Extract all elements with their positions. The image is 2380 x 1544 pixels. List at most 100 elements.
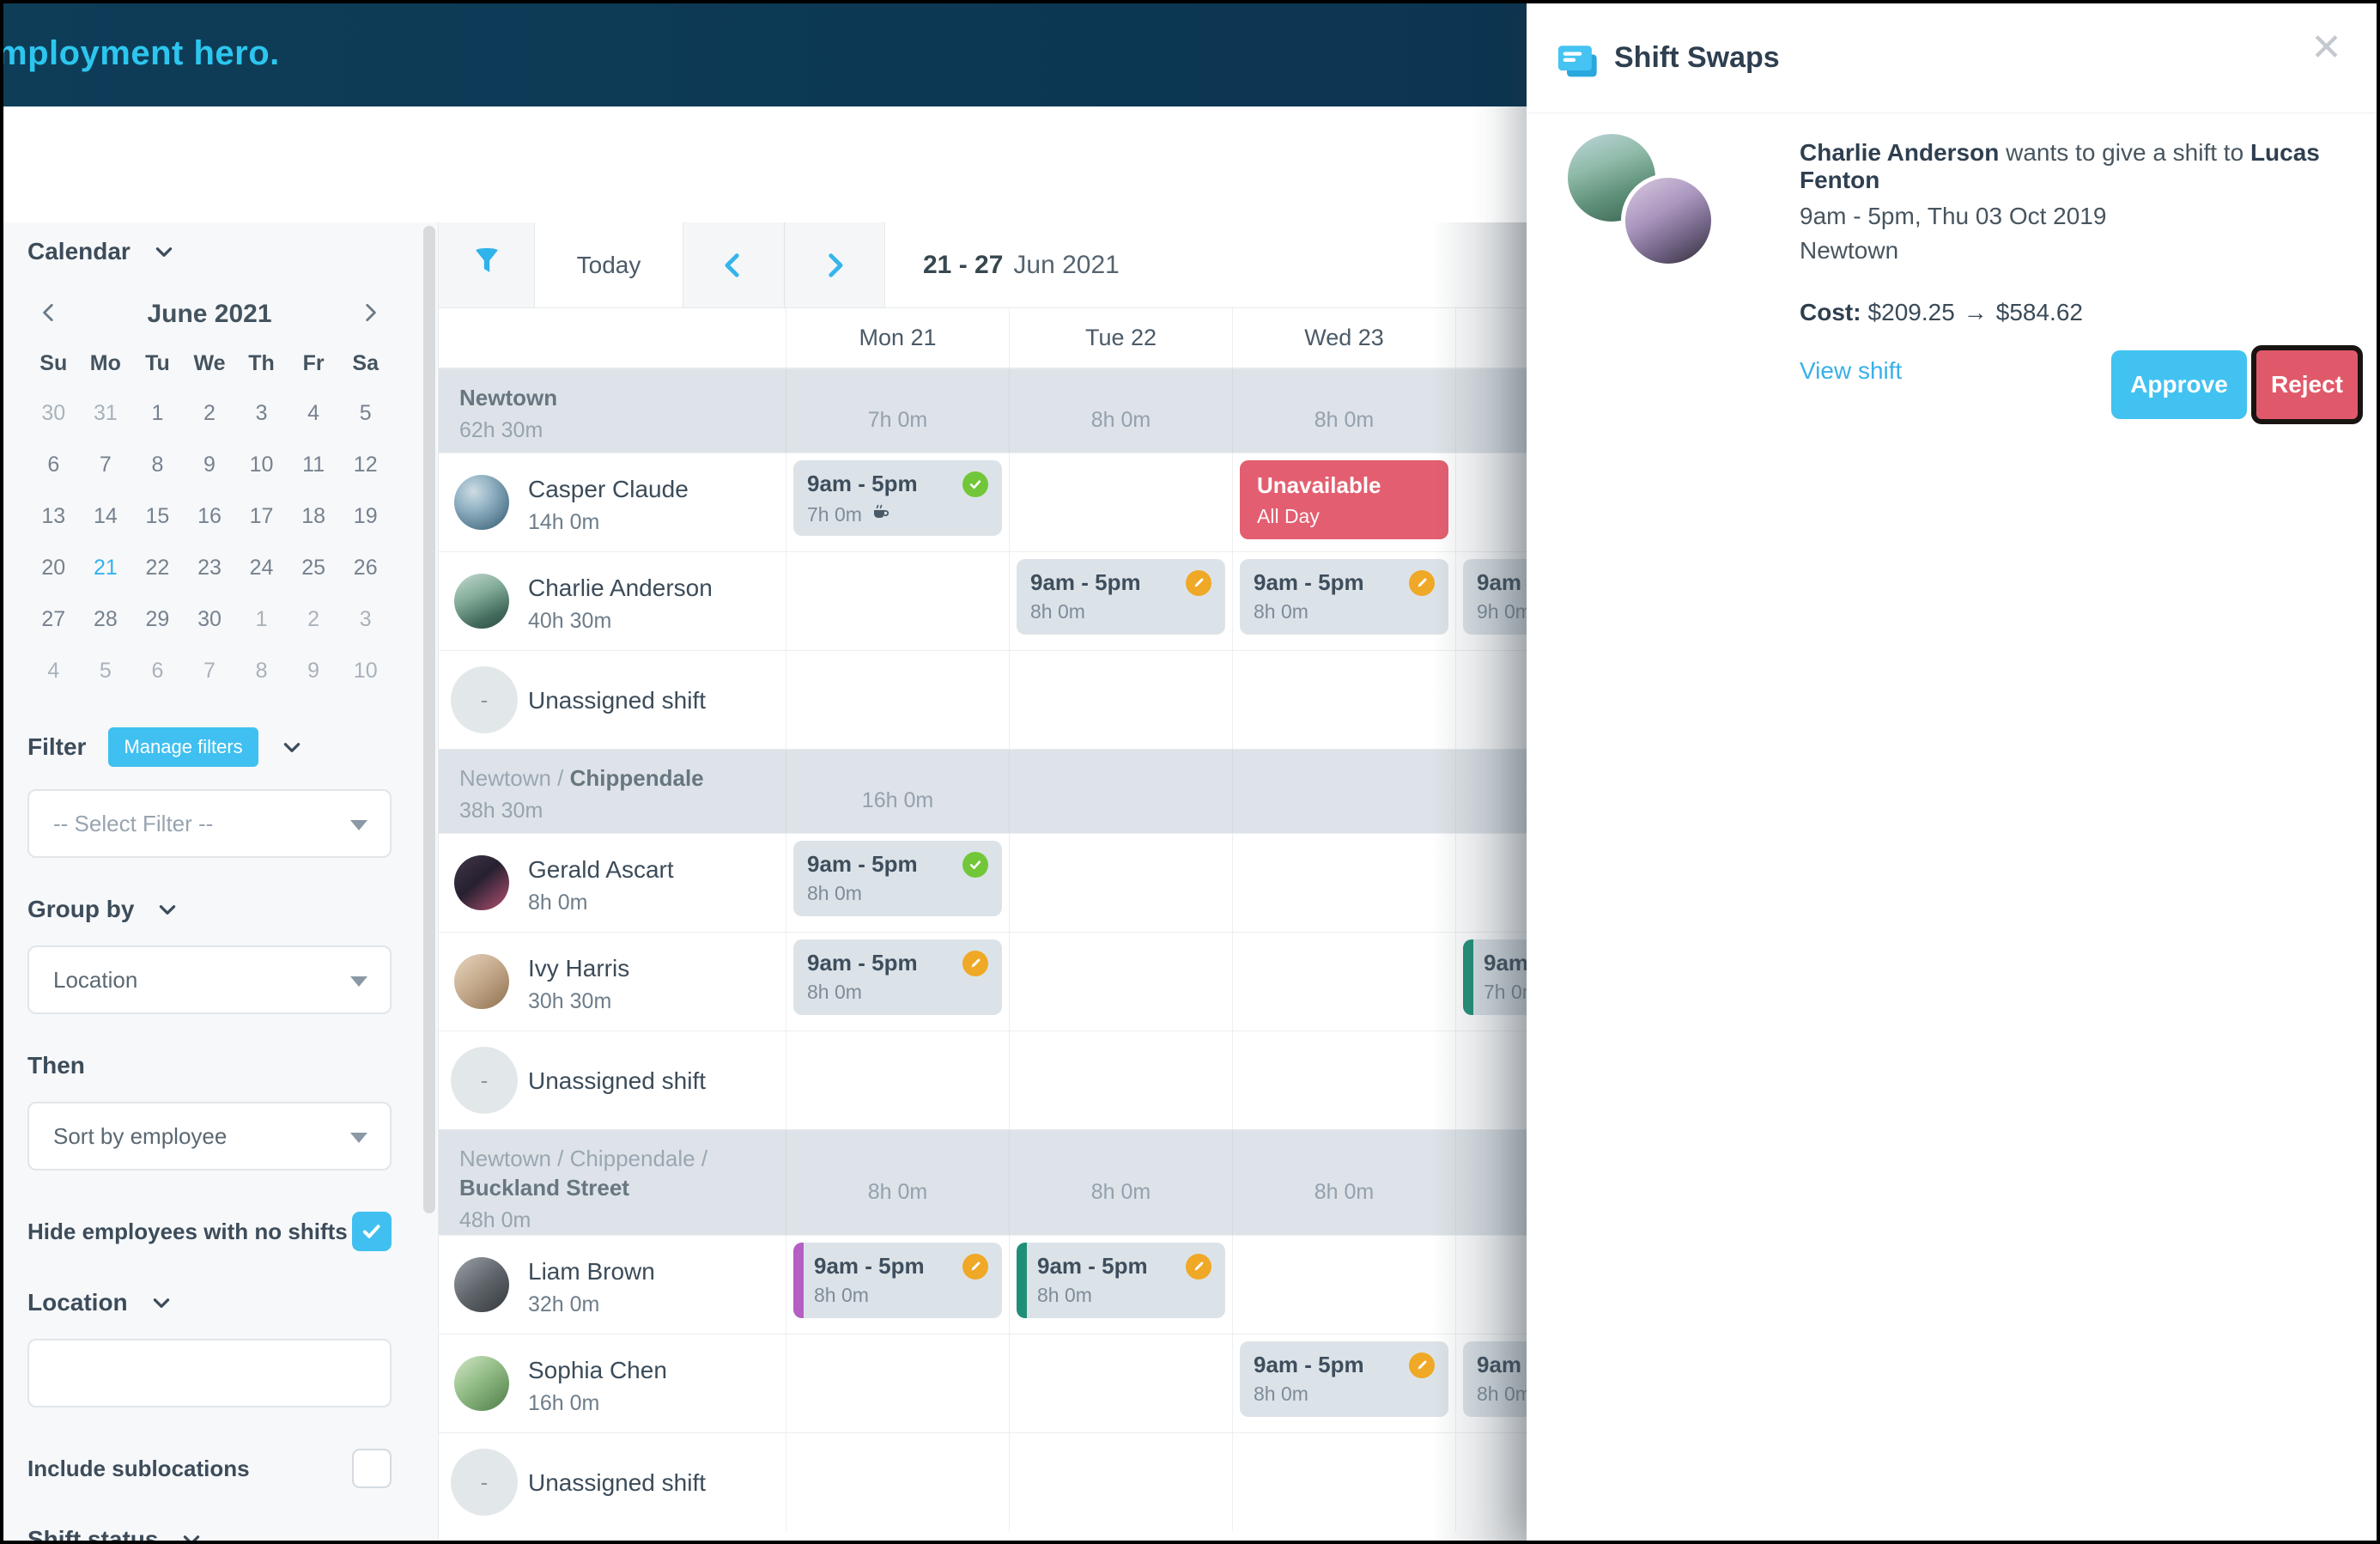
close-icon[interactable]: ✕ — [2310, 27, 2342, 69]
filter-funnel-button[interactable] — [439, 222, 535, 307]
unavailable-card[interactable]: Unavailable All Day — [1240, 460, 1448, 539]
chevron-down-icon[interactable] — [281, 736, 303, 758]
mini-calendar-day[interactable]: 25 — [301, 555, 326, 580]
mini-calendar-day[interactable]: 26 — [353, 555, 378, 580]
next-week-button[interactable] — [783, 222, 885, 307]
shift-card[interactable]: 9am - 5pm 8h 0m — [793, 841, 1002, 916]
shift-card[interactable]: 9am 7h 0m — [1463, 939, 1527, 1015]
shift-card[interactable]: 9am - 5pm 8h 0m — [793, 939, 1002, 1015]
mini-calendar-day[interactable]: 20 — [41, 555, 66, 580]
mini-calendar-day[interactable]: 22 — [145, 555, 170, 580]
shift-card[interactable]: 9am - 5pm 8h 0m — [1017, 559, 1225, 635]
day-cell[interactable] — [1009, 834, 1232, 932]
day-cell[interactable] — [1009, 1334, 1232, 1432]
mini-calendar-day[interactable]: 8 — [255, 658, 268, 683]
day-cell[interactable]: 9am - 5pm 8h 0m — [786, 933, 1009, 1030]
mini-calendar-day[interactable]: 6 — [47, 452, 60, 477]
mini-calendar-day[interactable]: 7 — [203, 658, 216, 683]
mini-calendar-day[interactable]: 13 — [41, 503, 66, 528]
scrollbar-thumb[interactable] — [423, 226, 435, 1213]
day-cell[interactable] — [1232, 834, 1455, 932]
day-cell[interactable] — [786, 1433, 1009, 1531]
day-cell[interactable] — [786, 651, 1009, 749]
calendar-section-header[interactable]: Calendar — [27, 238, 392, 265]
group-by-select[interactable]: Location — [27, 945, 392, 1014]
day-cell[interactable] — [1009, 1031, 1232, 1129]
mini-calendar-day[interactable]: 16 — [197, 503, 222, 528]
mini-calendar-day[interactable]: 17 — [249, 503, 274, 528]
day-cell[interactable] — [1455, 1236, 1527, 1334]
day-cell[interactable] — [1232, 1433, 1455, 1531]
day-cell[interactable]: 9am - 5pm 8h 0m — [1009, 1236, 1232, 1334]
day-cell[interactable]: 9am - 5pm 8h 0m — [786, 1236, 1009, 1334]
mini-calendar-day[interactable]: 1 — [255, 606, 268, 631]
manage-filters-button[interactable]: Manage filters — [108, 727, 258, 767]
chevron-down-icon[interactable] — [156, 898, 179, 921]
chevron-down-icon[interactable] — [150, 1292, 173, 1314]
then-sort-select[interactable]: Sort by employee — [27, 1102, 392, 1170]
shift-card[interactable]: 9am - 5pm 8h 0m — [1240, 559, 1448, 635]
mini-calendar-day[interactable]: 3 — [359, 606, 372, 631]
mini-calendar-day[interactable]: 23 — [197, 555, 222, 580]
day-cell[interactable] — [1009, 453, 1232, 551]
mini-calendar-day[interactable]: 7 — [99, 452, 112, 477]
mini-calendar-day[interactable]: 14 — [93, 503, 118, 528]
mini-calendar-day[interactable]: 6 — [151, 658, 164, 683]
day-cell[interactable]: 9am - 5pm 8h 0m — [1232, 552, 1455, 650]
mini-calendar-day[interactable]: 3 — [255, 400, 268, 425]
shift-card[interactable]: 9am 8h 0m — [1463, 1341, 1527, 1417]
approve-button[interactable]: Approve — [2111, 350, 2247, 419]
day-cell[interactable] — [786, 552, 1009, 650]
mini-calendar-day[interactable]: 8 — [151, 452, 164, 477]
day-cell[interactable]: 9am - 5pm 8h 0m — [1232, 1334, 1455, 1432]
day-cell[interactable] — [1232, 651, 1455, 749]
mini-calendar-day[interactable]: 10 — [353, 658, 378, 683]
prev-week-button[interactable] — [683, 222, 784, 307]
mini-calendar-day[interactable]: 4 — [307, 400, 320, 425]
hide-employees-checkbox[interactable] — [352, 1212, 392, 1251]
mini-calendar-day[interactable]: 2 — [203, 400, 216, 425]
reject-button[interactable]: Reject — [2251, 345, 2363, 424]
mini-calendar-day[interactable]: 24 — [249, 555, 274, 580]
mini-calendar-day[interactable]: 11 — [302, 452, 325, 477]
day-cell[interactable]: 9am 8h 0m — [1455, 1334, 1527, 1432]
shift-card[interactable]: 9am 9h 0m — [1463, 559, 1527, 635]
mini-calendar-day[interactable]: 28 — [93, 606, 118, 631]
mini-calendar-day[interactable]: 4 — [47, 658, 60, 683]
day-cell[interactable] — [1455, 651, 1527, 749]
day-cell[interactable] — [1455, 1433, 1527, 1531]
mini-calendar-day[interactable]: 15 — [145, 503, 170, 528]
day-cell[interactable] — [1009, 1433, 1232, 1531]
mini-calendar-day[interactable]: 31 — [93, 400, 118, 425]
mini-calendar-day[interactable]: 10 — [249, 452, 274, 477]
mini-calendar-day[interactable]: 29 — [145, 606, 170, 631]
day-cell[interactable] — [1009, 933, 1232, 1030]
mini-calendar-day[interactable]: 5 — [99, 658, 112, 683]
mini-calendar-day[interactable]: 30 — [197, 606, 222, 631]
prev-month-button[interactable] — [38, 301, 60, 328]
chevron-down-icon[interactable] — [180, 1529, 203, 1541]
day-cell[interactable]: 9am - 5pm 8h 0m — [1009, 552, 1232, 650]
mini-calendar-day[interactable]: 19 — [353, 503, 378, 528]
mini-calendar-day[interactable]: 18 — [301, 503, 326, 528]
mini-calendar-day[interactable]: 21 — [93, 555, 118, 580]
day-cell[interactable] — [1455, 453, 1527, 551]
mini-calendar-day[interactable]: 30 — [41, 400, 66, 425]
day-cell[interactable] — [1232, 1031, 1455, 1129]
next-month-button[interactable] — [359, 301, 381, 328]
view-shift-link[interactable]: View shift — [1800, 357, 1903, 384]
day-cell[interactable] — [1455, 834, 1527, 932]
filter-select[interactable]: -- Select Filter -- — [27, 789, 392, 858]
day-cell[interactable] — [1232, 933, 1455, 1030]
include-sublocations-checkbox[interactable] — [352, 1449, 392, 1488]
mini-calendar-day[interactable]: 1 — [151, 400, 164, 425]
mini-calendar-day[interactable]: 5 — [359, 400, 372, 425]
mini-calendar-day[interactable]: 2 — [307, 606, 320, 631]
day-cell[interactable] — [1455, 1031, 1527, 1129]
day-cell[interactable] — [1009, 651, 1232, 749]
day-cell[interactable]: 9am 9h 0m — [1455, 552, 1527, 650]
day-cell[interactable] — [786, 1334, 1009, 1432]
shift-card[interactable]: 9am - 5pm 8h 0m — [1017, 1243, 1225, 1318]
mini-calendar-day[interactable]: 12 — [353, 452, 378, 477]
day-cell[interactable]: Unavailable All Day — [1232, 453, 1455, 551]
